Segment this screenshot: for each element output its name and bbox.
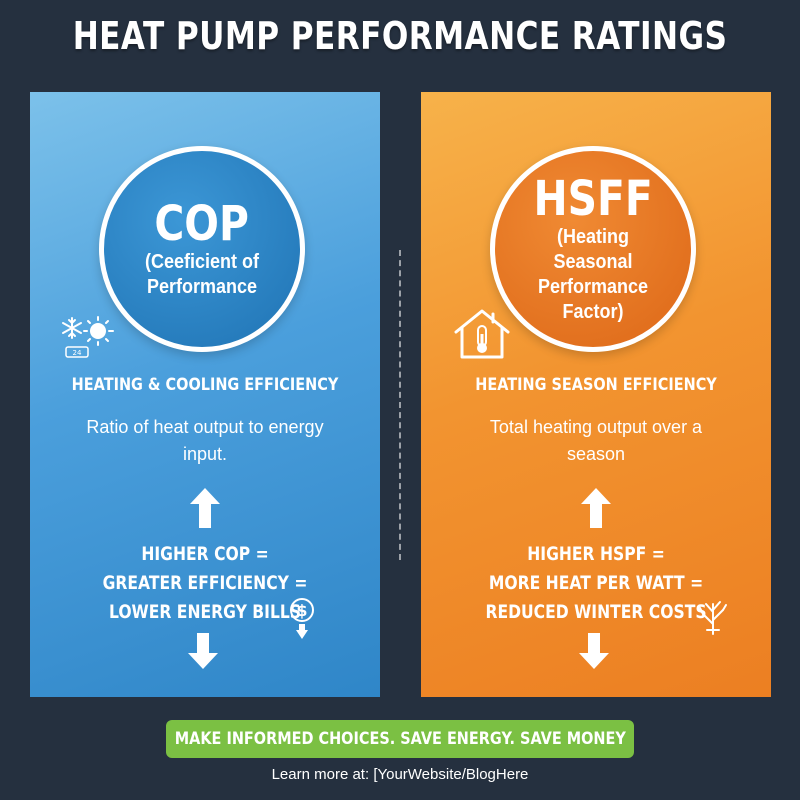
snowflake-sun-icon: 24 [62, 316, 114, 358]
cop-statement-line-3: LOWER ENERGY BILLS [108, 601, 302, 623]
house-thermometer-icon [454, 309, 510, 359]
banner-text: MAKE INFORMED CHOICES. SAVE ENERGY. SAVE… [174, 729, 626, 749]
cop-panel: COP (Ceeficient of Performance 24 HEATIN… [30, 92, 380, 697]
svg-text:$: $ [296, 601, 307, 620]
hspf-statement-line-1: HIGHER HSPF = [527, 543, 665, 565]
call-to-action-banner: MAKE INFORMED CHOICES. SAVE ENERGY. SAVE… [166, 720, 634, 758]
cop-description: Ratio of heat output to energy input. [86, 417, 324, 464]
arrow-up-icon [190, 488, 220, 528]
arrow-down-icon [188, 633, 218, 669]
panel-divider [399, 250, 401, 560]
cop-statement: HIGHER COP = GREATER EFFICIENCY = LOWER … [62, 540, 349, 627]
hspf-description: Total heating output over a season [489, 417, 703, 464]
dollar-down-icon: $ [290, 598, 314, 639]
thermostat-reading: 24 [73, 349, 82, 357]
cop-statement-line-2: GREATER EFFICIENCY = [102, 572, 308, 594]
hspf-heading: HEATING SEASON EFFICIENCY [475, 375, 717, 395]
hspf-statement-line-3: REDUCED WINTER COSTS [485, 601, 707, 623]
bare-tree-icon [699, 601, 727, 635]
hspf-statement: HIGHER HSPF = MORE HEAT PER WATT = REDUC… [453, 540, 740, 627]
arrow-down-icon [579, 633, 609, 669]
cop-statement-line-1: HIGHER COP = [141, 543, 269, 565]
hspf-panel: HSFF (Heating Seasonal Performance Facto… [421, 92, 771, 697]
cop-circle: COP (Ceeficient of Performance [99, 146, 305, 352]
footer-link-text: Learn more at: [YourWebsite/BlogHere [271, 766, 529, 783]
cop-full-name: (Ceeficient of Performance [144, 251, 260, 298]
hspf-circle: HSFF (Heating Seasonal Performance Facto… [490, 146, 696, 352]
hspf-acronym: HSFF [533, 171, 653, 227]
hspf-statement-line-2: MORE HEAT PER WATT = [488, 572, 704, 594]
hspf-full-name: (Heating Seasonal Performance Factor) [537, 226, 649, 323]
cop-acronym: COP [154, 196, 250, 252]
page-title: HEAT PUMP PERFORMANCE RATINGS [72, 14, 728, 58]
arrow-up-icon [581, 488, 611, 528]
cop-heading: HEATING & COOLING EFFICIENCY [71, 375, 339, 395]
